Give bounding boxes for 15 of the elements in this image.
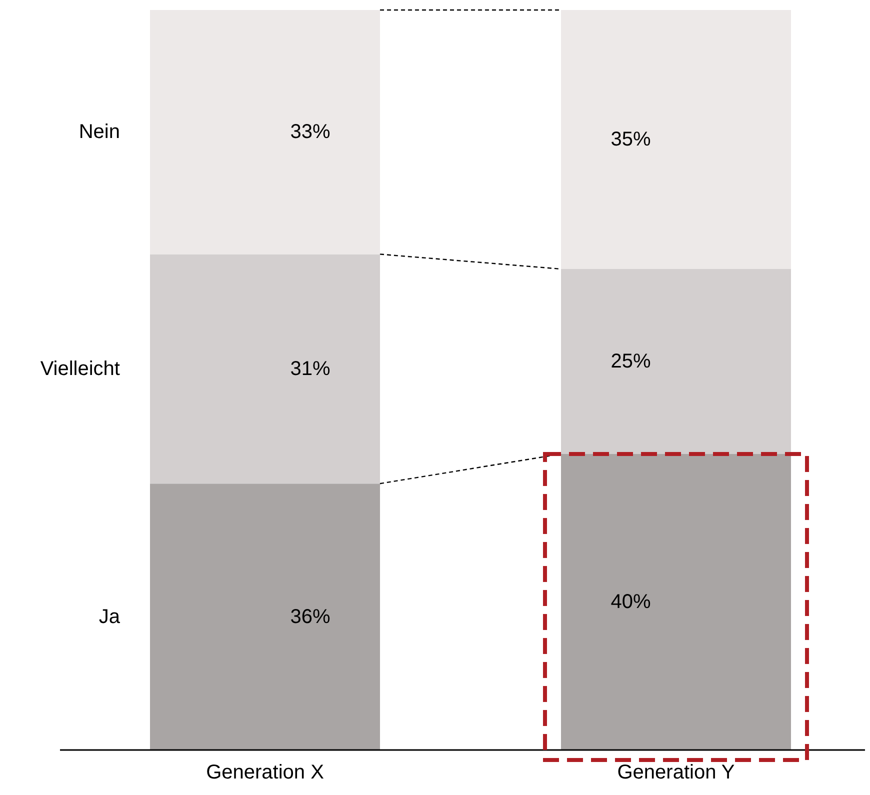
series-label: Vielleicht bbox=[40, 358, 120, 380]
series-label: Ja bbox=[98, 606, 121, 628]
data-label: 25% bbox=[610, 350, 651, 372]
data-label: 40% bbox=[610, 591, 651, 613]
x-tick-label: Generation X bbox=[206, 762, 324, 784]
bar bbox=[150, 254, 380, 484]
data-label: 31% bbox=[290, 358, 330, 380]
data-label: 35% bbox=[610, 128, 651, 150]
bar bbox=[150, 10, 380, 254]
bar bbox=[561, 10, 791, 269]
data-label: 33% bbox=[290, 121, 330, 144]
data-label: 36% bbox=[290, 606, 330, 628]
x-tick-label: Generation Y bbox=[617, 762, 735, 784]
series-label: Nein bbox=[78, 121, 120, 144]
bar bbox=[150, 484, 380, 750]
